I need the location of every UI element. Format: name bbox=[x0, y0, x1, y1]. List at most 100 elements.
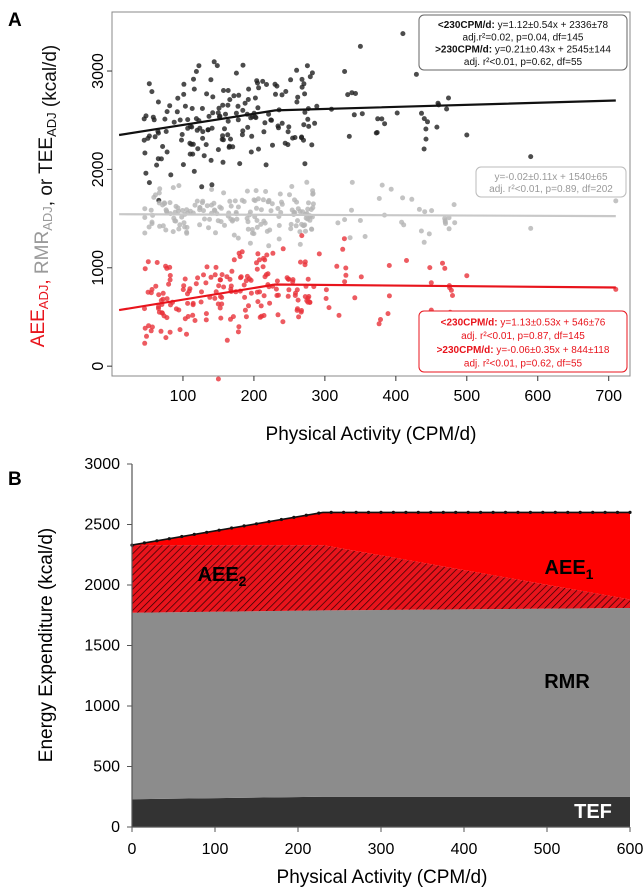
data-point bbox=[179, 132, 185, 137]
data-point bbox=[225, 102, 231, 108]
data-point bbox=[400, 195, 406, 201]
data-point bbox=[260, 197, 266, 203]
data-point bbox=[167, 277, 173, 283]
x-tick-label: 700 bbox=[595, 388, 622, 405]
y-tick-label: 0 bbox=[90, 362, 107, 371]
data-point bbox=[306, 123, 312, 129]
total-line-dot bbox=[416, 510, 420, 514]
data-point bbox=[235, 103, 241, 109]
data-point bbox=[309, 70, 315, 76]
x-tick-label: 600 bbox=[524, 388, 551, 405]
data-point bbox=[156, 200, 162, 206]
data-point bbox=[142, 306, 147, 312]
data-point bbox=[164, 296, 170, 302]
data-point bbox=[209, 125, 215, 131]
data-point bbox=[149, 219, 155, 225]
data-point bbox=[394, 110, 400, 116]
total-line-dot bbox=[553, 510, 557, 514]
data-point bbox=[416, 206, 422, 212]
data-point bbox=[142, 215, 148, 220]
data-point bbox=[211, 207, 217, 213]
data-point bbox=[213, 230, 218, 236]
panel-b-x-unit: (CPM/d) bbox=[417, 867, 488, 888]
data-point bbox=[349, 179, 355, 185]
data-point bbox=[199, 106, 205, 111]
data-point bbox=[148, 328, 154, 334]
data-point bbox=[290, 277, 296, 283]
data-point bbox=[293, 223, 299, 229]
data-point bbox=[202, 216, 207, 222]
data-point bbox=[208, 157, 214, 163]
data-point bbox=[144, 333, 149, 339]
data-point bbox=[190, 141, 196, 147]
data-point bbox=[200, 129, 206, 135]
data-point bbox=[242, 100, 248, 106]
panel-b-areas bbox=[132, 512, 630, 827]
data-point bbox=[258, 221, 264, 227]
data-point bbox=[239, 132, 245, 138]
data-point bbox=[222, 222, 227, 228]
data-point bbox=[158, 298, 164, 303]
data-point bbox=[210, 110, 216, 116]
data-point bbox=[228, 136, 233, 142]
data-point bbox=[228, 286, 234, 292]
label-rmr: RMR bbox=[544, 671, 590, 693]
data-point bbox=[304, 63, 310, 69]
data-point bbox=[153, 283, 159, 289]
data-point bbox=[141, 137, 147, 143]
data-point bbox=[440, 260, 445, 266]
data-point bbox=[193, 116, 199, 122]
panel-b-letter: B bbox=[8, 469, 22, 490]
data-point bbox=[400, 31, 406, 37]
data-point bbox=[171, 215, 177, 221]
data-point bbox=[254, 218, 260, 223]
total-line-dot bbox=[329, 510, 333, 514]
data-point bbox=[175, 205, 181, 211]
annotation-text: adj. r²<0.01, p=0.89, df=202 bbox=[489, 184, 613, 195]
data-point bbox=[201, 153, 207, 159]
data-point bbox=[242, 307, 248, 313]
x-tick-label: 500 bbox=[453, 388, 480, 405]
data-point bbox=[287, 192, 292, 198]
annotation-text: adj. r²<0.01, p=0.62, df=55 bbox=[464, 57, 583, 68]
data-point bbox=[182, 224, 188, 230]
data-point bbox=[145, 259, 151, 265]
data-point bbox=[240, 128, 246, 134]
data-point bbox=[176, 226, 182, 232]
data-point bbox=[299, 233, 305, 239]
total-line-dot bbox=[566, 510, 570, 514]
data-point bbox=[208, 274, 214, 280]
data-point bbox=[230, 217, 236, 223]
data-point bbox=[254, 289, 260, 295]
data-point bbox=[255, 299, 261, 305]
data-point bbox=[215, 147, 221, 153]
annotation-bold: >230CPM/d: bbox=[435, 45, 492, 56]
data-point bbox=[266, 111, 272, 117]
data-point bbox=[228, 203, 234, 209]
data-point bbox=[257, 257, 262, 263]
annotation-line: adj. r²<0.01, p=0.62, df=55 bbox=[464, 57, 583, 68]
data-point bbox=[302, 161, 308, 167]
x-tick-label: 200 bbox=[285, 841, 312, 858]
x-tick-label: 400 bbox=[451, 841, 478, 858]
data-point bbox=[301, 81, 307, 87]
data-point bbox=[428, 280, 434, 286]
data-point bbox=[145, 135, 151, 141]
total-line-dot bbox=[503, 510, 508, 514]
data-point bbox=[342, 217, 348, 223]
data-point bbox=[385, 311, 391, 317]
data-point bbox=[231, 93, 237, 99]
annotation-text: adj. r²<0.01, p=0.62, df=55 bbox=[464, 359, 583, 370]
data-point bbox=[245, 124, 251, 130]
data-point bbox=[231, 232, 237, 238]
data-point bbox=[203, 280, 209, 286]
data-point bbox=[162, 116, 168, 122]
data-point bbox=[376, 321, 382, 327]
data-point bbox=[171, 119, 177, 125]
data-point bbox=[149, 89, 155, 95]
data-point bbox=[273, 91, 278, 97]
data-point bbox=[305, 206, 311, 212]
label-main: AEE bbox=[545, 557, 586, 579]
data-point bbox=[434, 124, 440, 130]
data-point bbox=[309, 226, 314, 232]
